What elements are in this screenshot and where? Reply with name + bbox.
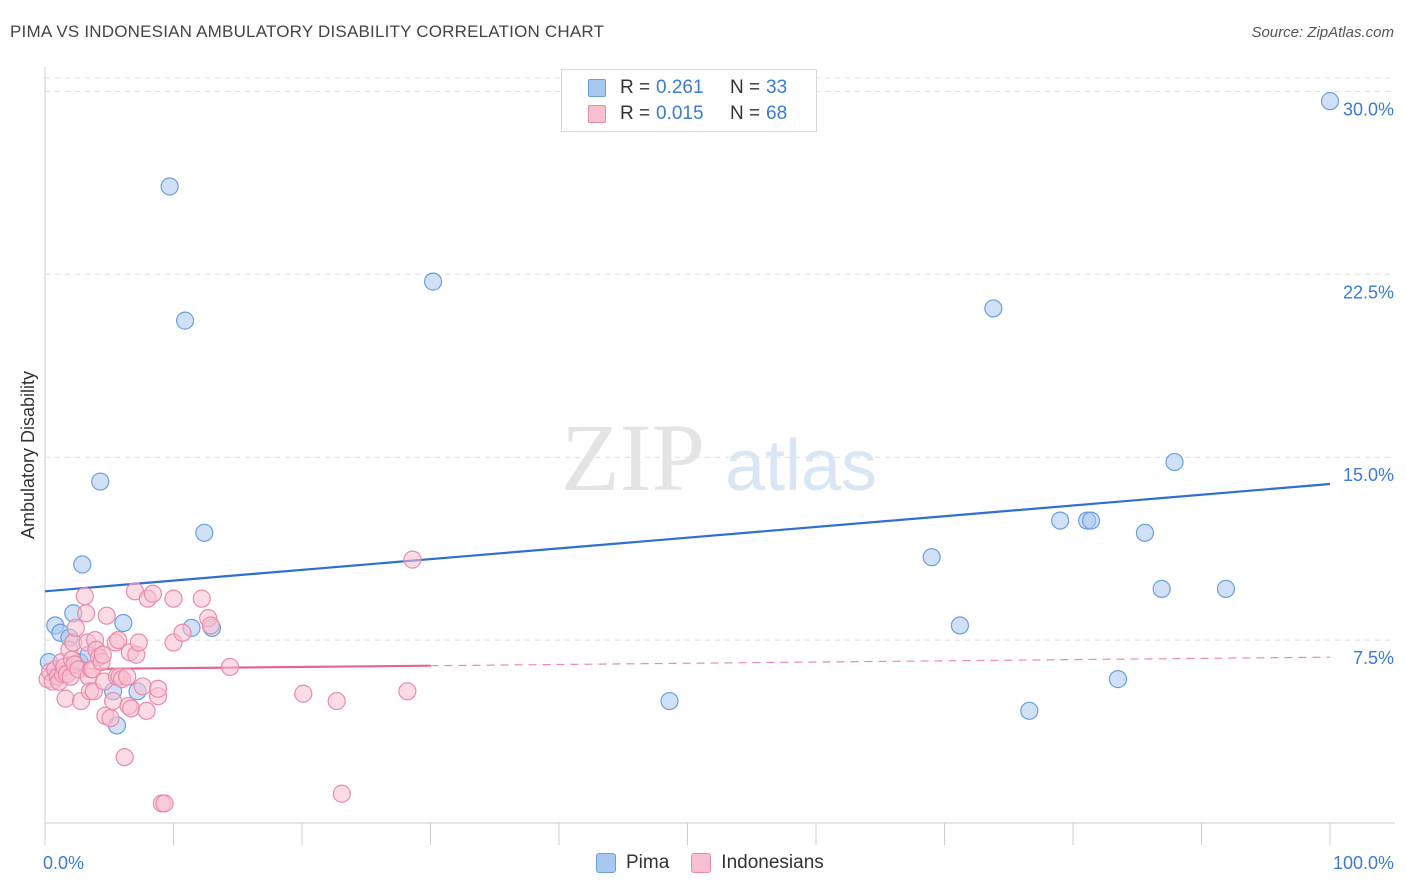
legend-n-value-pima: 33 [766, 77, 788, 98]
chart-title: PIMA VS INDONESIAN AMBULATORY DISABILITY… [10, 22, 605, 41]
point-indonesians [192, 589, 211, 608]
series-legend: Pima Indonesians [596, 852, 846, 874]
point-pima [1020, 701, 1039, 720]
point-pima [175, 311, 195, 330]
stats-legend: R = 0.261 N = 33 R = 0.015 N = 68 [561, 69, 817, 132]
point-indonesians [75, 587, 94, 606]
point-pima [91, 472, 110, 491]
legend-n-label: N = [730, 103, 761, 124]
y-tick-label: 30.0% [1343, 99, 1394, 119]
point-pima [1320, 92, 1340, 111]
series-swatch-indonesians [691, 853, 712, 873]
point-pima [1135, 523, 1155, 542]
point-pima [1108, 670, 1128, 689]
point-indonesians [327, 691, 346, 711]
point-indonesians [398, 682, 417, 701]
series-legend-pima[interactable]: Pima [596, 852, 669, 874]
series-swatch-pima [596, 853, 616, 873]
y-tick-label: 7.5% [1353, 648, 1394, 668]
legend-row-pima: R = 0.261 N = 33 [588, 75, 787, 101]
point-pima [984, 299, 1003, 318]
legend-r-label: R = [620, 103, 651, 124]
point-indonesians [143, 584, 163, 603]
x-tick-label: 100.0% [1333, 853, 1394, 873]
x-tick-label: 0.0% [43, 853, 84, 873]
point-pima [195, 523, 214, 542]
point-pima [922, 548, 941, 567]
point-pima [160, 177, 179, 196]
point-indonesians [66, 618, 85, 638]
grid-lines [45, 77, 1395, 641]
trend-line-pima [44, 482, 1331, 593]
point-indonesians [104, 691, 123, 711]
point-indonesians [97, 606, 116, 625]
legend-row-indonesians: R = 0.015 N = 68 [588, 101, 787, 127]
point-indonesians [93, 645, 112, 664]
point-indonesians [148, 679, 168, 698]
series-legend-indonesians[interactable]: Indonesians [691, 852, 824, 874]
legend-swatch-indonesians [588, 105, 606, 123]
data-points [38, 92, 1340, 813]
point-indonesians [137, 701, 156, 720]
point-indonesians [121, 699, 141, 718]
point-indonesians [56, 689, 75, 708]
y-tick-label: 22.5% [1343, 282, 1394, 302]
point-pima [1216, 579, 1236, 598]
legend-n-value-indonesians: 68 [766, 103, 788, 124]
point-pima [1051, 511, 1070, 530]
watermark-zip: ZIP [561, 404, 705, 511]
point-indonesians [173, 623, 192, 642]
point-indonesians [109, 630, 128, 650]
trend-lines [44, 482, 1331, 671]
point-indonesians [101, 709, 120, 728]
axes [44, 67, 1395, 845]
watermark-atlas: atlas [725, 426, 877, 506]
series-label-indonesians: Indonesians [721, 852, 824, 873]
zipatlas-watermark: ZIP atlas [561, 404, 877, 511]
legend-r-value-pima: 0.261 [656, 77, 704, 98]
source-label: Source: ZipAtlas.com [1251, 24, 1394, 41]
point-indonesians [294, 684, 313, 703]
point-indonesians [77, 604, 96, 623]
trend-line-dashed-indonesians [430, 656, 1331, 667]
point-pima [660, 691, 679, 711]
point-indonesians [332, 784, 351, 803]
point-pima [1165, 452, 1184, 472]
y-tick-labels: 7.5% 15.0% 22.5% 30.0% [1343, 99, 1394, 668]
series-label-pima: Pima [626, 852, 670, 873]
point-indonesians [220, 657, 240, 677]
legend-r-value-indonesians: 0.015 [656, 103, 704, 124]
point-pima [423, 272, 443, 291]
x-tick-labels: 0.0% 100.0% [43, 853, 1394, 873]
point-pima [73, 555, 92, 574]
point-pima [950, 616, 970, 635]
point-indonesians [164, 589, 183, 608]
point-indonesians [403, 550, 422, 569]
point-indonesians [133, 677, 152, 696]
point-pima [114, 613, 133, 633]
point-pima [1081, 511, 1101, 530]
y-tick-label: 15.0% [1343, 465, 1394, 485]
legend-r-label: R = [620, 77, 651, 98]
legend-swatch-pima [588, 79, 606, 97]
point-indonesians [201, 616, 220, 635]
point-indonesians [155, 794, 174, 813]
y-axis-title: Ambulatory Disability [18, 371, 38, 539]
legend-n-label: N = [730, 77, 761, 98]
point-indonesians [129, 633, 148, 652]
point-indonesians [118, 667, 137, 686]
point-pima [1152, 579, 1171, 598]
point-indonesians [115, 748, 134, 767]
